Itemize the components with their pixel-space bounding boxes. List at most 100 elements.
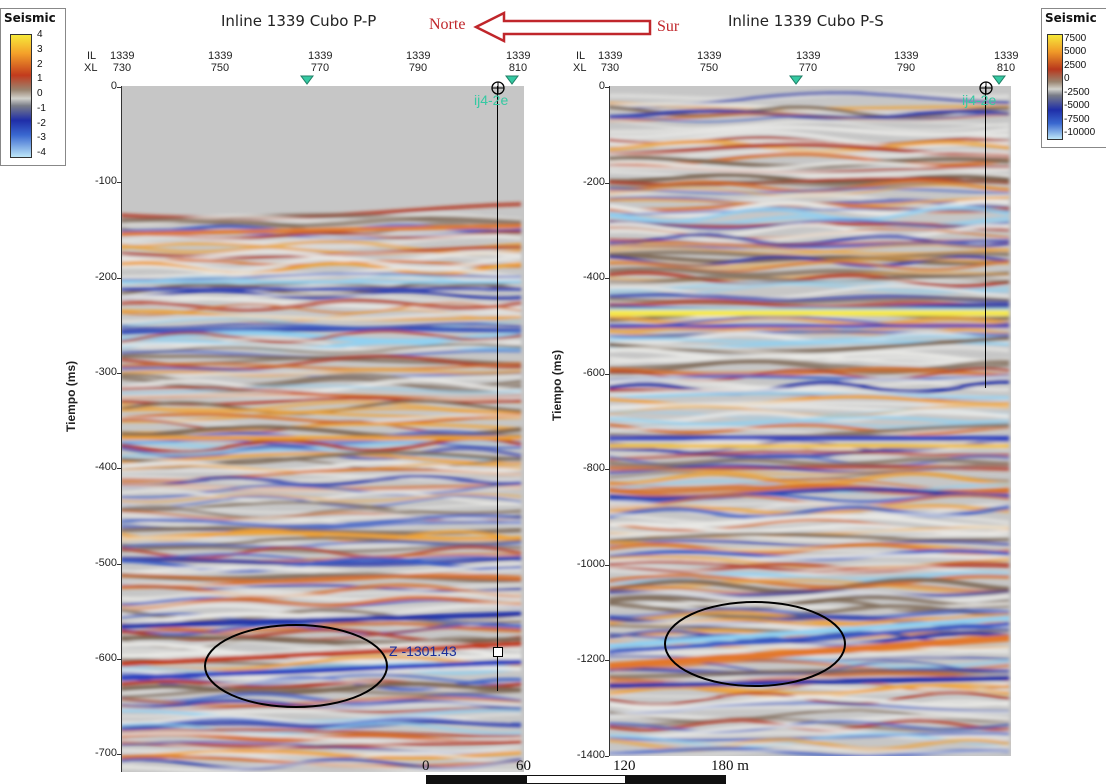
seismic-reflector bbox=[609, 354, 1010, 366]
seismic-reflector bbox=[609, 334, 1010, 344]
seismic-reflector bbox=[609, 187, 1010, 195]
y-axis-title: Tiempo (ms) bbox=[64, 360, 78, 432]
y-tick-label: -200 bbox=[582, 175, 605, 188]
seismic-reflector bbox=[121, 272, 521, 282]
seismic-section-pp[interactable] bbox=[121, 86, 524, 772]
seismic-reflector bbox=[609, 108, 1010, 121]
seismic-reflector bbox=[609, 675, 1010, 689]
il-tick: 1339 bbox=[796, 50, 821, 62]
xl-tick: 750 bbox=[699, 62, 719, 74]
xl-label: XL bbox=[84, 62, 98, 74]
seismic-reflector bbox=[609, 695, 1010, 709]
seismic-reflector bbox=[121, 562, 522, 576]
seismic-reflector bbox=[609, 218, 1010, 231]
seismic-reflector bbox=[121, 378, 522, 394]
seismic-reflector bbox=[121, 545, 522, 560]
y-tick-mark bbox=[117, 754, 121, 756]
seismic-reflector bbox=[609, 487, 1010, 501]
il-tick: 1339 bbox=[598, 50, 623, 62]
seismic-reflector bbox=[121, 516, 522, 528]
seismic-reflector bbox=[121, 371, 522, 382]
seismic-reflector bbox=[609, 415, 1010, 427]
y-tick-label: -600 bbox=[94, 651, 117, 664]
colorbar-tick: 1 bbox=[37, 73, 43, 85]
scale-bar bbox=[426, 775, 726, 784]
well-marker-icon bbox=[300, 75, 314, 85]
xl-tick: 770 bbox=[310, 62, 330, 74]
y-tick-mark bbox=[117, 182, 121, 184]
colorbar-gradient bbox=[10, 34, 32, 158]
y-tick-mark bbox=[117, 277, 121, 279]
seismic-reflector bbox=[609, 689, 1009, 699]
y-tick-label: -100 bbox=[94, 175, 117, 188]
seismic-reflector bbox=[609, 730, 1010, 741]
seismic-reflector bbox=[121, 622, 522, 636]
seismic-reflector bbox=[609, 719, 1010, 734]
seismic-reflector bbox=[609, 119, 1010, 133]
seismic-reflector bbox=[121, 493, 522, 503]
well-head-icon bbox=[491, 81, 505, 95]
scale-label: 60 bbox=[516, 758, 531, 774]
il-tick: 1339 bbox=[406, 50, 431, 62]
seismic-reflector bbox=[609, 423, 1010, 436]
seismic-reflector bbox=[121, 362, 522, 371]
seismic-reflector bbox=[121, 298, 522, 312]
y-tick-label: -200 bbox=[94, 270, 117, 283]
scale-label: 0 bbox=[422, 758, 430, 774]
seismic-reflector bbox=[609, 622, 1010, 654]
seismic-reflector bbox=[609, 561, 1010, 574]
y-tick-mark bbox=[605, 182, 609, 184]
seismic-reflector bbox=[609, 718, 1010, 732]
seismic-section-ps[interactable] bbox=[609, 86, 1011, 756]
il-tick: 1339 bbox=[308, 50, 333, 62]
y-tick-label: -700 bbox=[94, 747, 117, 760]
seismic-reflector bbox=[121, 719, 522, 731]
highlight-ellipse bbox=[664, 601, 846, 687]
xl-label: XL bbox=[573, 62, 587, 74]
direction-arrow-icon bbox=[473, 10, 652, 44]
well-label: ij4-2e bbox=[962, 92, 997, 108]
seismic-reflector bbox=[609, 243, 1010, 256]
seismic-reflector bbox=[121, 449, 522, 463]
colorbar-tick: 0 bbox=[37, 88, 43, 99]
panel-title-ps: Inline 1339 Cubo P-S bbox=[728, 12, 884, 30]
seismic-reflector bbox=[609, 705, 1010, 715]
y-tick-label: -300 bbox=[94, 365, 117, 378]
seismic-reflector bbox=[609, 634, 1010, 670]
seismic-reflector bbox=[609, 142, 1010, 158]
xl-tick: 790 bbox=[896, 62, 916, 74]
il-tick: 1339 bbox=[208, 50, 233, 62]
seismic-reflector bbox=[121, 691, 522, 706]
seismic-reflector bbox=[609, 170, 1010, 180]
seismic-reflector bbox=[121, 604, 522, 618]
seismic-reflector bbox=[609, 477, 1010, 493]
xl-tick: 810 bbox=[508, 62, 528, 74]
y-axis-title: Tiempo (ms) bbox=[550, 349, 564, 421]
scale-label: 180 m bbox=[711, 758, 749, 774]
il-tick: 1339 bbox=[506, 50, 531, 62]
seismic-reflector bbox=[609, 590, 1010, 603]
seismic-reflector bbox=[121, 701, 522, 714]
seismic-reflector bbox=[609, 366, 1010, 378]
seismic-reflector bbox=[121, 341, 522, 352]
well-marker-icon bbox=[505, 75, 519, 85]
seismic-reflector bbox=[121, 583, 522, 599]
seismic-reflector bbox=[609, 270, 1010, 289]
seismic-reflector bbox=[609, 449, 1010, 461]
y-tick-label: -800 bbox=[582, 462, 605, 474]
seismic-reflector bbox=[121, 293, 522, 305]
well-path-line bbox=[497, 86, 498, 691]
seismic-reflector bbox=[121, 329, 522, 344]
seismic-reflector bbox=[609, 408, 1010, 424]
xl-tick: 730 bbox=[112, 62, 132, 74]
colorbar-tick: 5000 bbox=[1064, 46, 1087, 58]
seismic-reflector bbox=[609, 457, 1010, 468]
seismic-reflector bbox=[609, 148, 1010, 159]
y-tick-label: -400 bbox=[582, 271, 605, 283]
seismic-reflector bbox=[609, 464, 1009, 476]
depth-marker[interactable] bbox=[493, 647, 503, 657]
colorbar-tick: -3 bbox=[37, 132, 46, 144]
well-path-line bbox=[985, 86, 986, 388]
colorbar-tick: -1 bbox=[37, 102, 46, 114]
seismic-reflector bbox=[609, 602, 1010, 610]
